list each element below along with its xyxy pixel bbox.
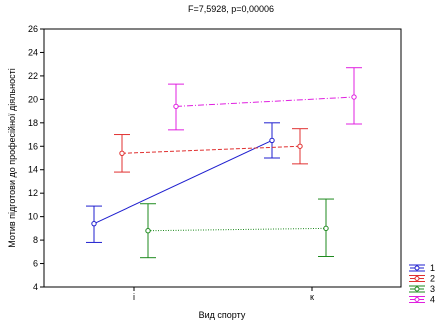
y-tick-label: 16 [28, 141, 38, 151]
series-line [93, 139, 273, 225]
series-line [147, 227, 327, 232]
series-1 [86, 122, 280, 243]
y-tick-label: 22 [28, 71, 38, 81]
mean-point [145, 228, 151, 234]
y-axis-label: Мотив підготови до професійної діяльност… [7, 68, 17, 247]
mean-point [173, 103, 179, 110]
x-tick-label: і [133, 292, 135, 302]
y-tick-label: 26 [28, 24, 38, 34]
plot-frame [43, 28, 402, 288]
legend-item-2: 2 [409, 274, 435, 284]
mean-point [351, 94, 357, 100]
x-tick-label: к [310, 292, 314, 302]
y-tick-label: 6 [33, 259, 38, 269]
y-tick-label: 4 [33, 282, 38, 292]
legend-swatch-marker [414, 297, 420, 302]
mean-point [297, 143, 303, 149]
legend-label: 1 [430, 263, 435, 273]
chart-title: F=7,5928, p=0,00006 [188, 4, 274, 14]
series-3 [140, 198, 334, 259]
y-tick-label: 20 [28, 94, 38, 104]
y-tick-label: 24 [28, 47, 38, 57]
legend-item-1: 1 [409, 263, 435, 273]
series-line [121, 145, 301, 154]
y-tick-label: 14 [28, 165, 38, 175]
y-tick-label: 18 [28, 118, 38, 128]
legend-label: 4 [430, 295, 435, 305]
mean-point [91, 220, 97, 227]
legend-label: 3 [430, 284, 435, 294]
legend-swatch-marker [414, 286, 420, 292]
mean-point [269, 137, 275, 144]
legend-swatch-marker [414, 276, 420, 281]
series-layer [86, 67, 362, 259]
series-4 [168, 67, 362, 131]
legend-swatch-marker [414, 265, 420, 271]
mean-point [119, 150, 125, 157]
y-tick-label: 8 [33, 235, 38, 245]
y-tick-label: 10 [28, 212, 38, 222]
mean-point [323, 225, 329, 232]
series-2 [114, 128, 308, 173]
x-axis-label: Вид спорту [199, 310, 246, 320]
legend-item-4: 4 [409, 295, 435, 305]
series-line [175, 96, 355, 107]
y-axis: 4 6 8 10 12 14 16 18 20 22 24 26 [28, 24, 44, 292]
legend-item-3: 3 [409, 284, 435, 294]
y-tick-label: 12 [28, 188, 38, 198]
legend-label: 2 [430, 274, 435, 284]
